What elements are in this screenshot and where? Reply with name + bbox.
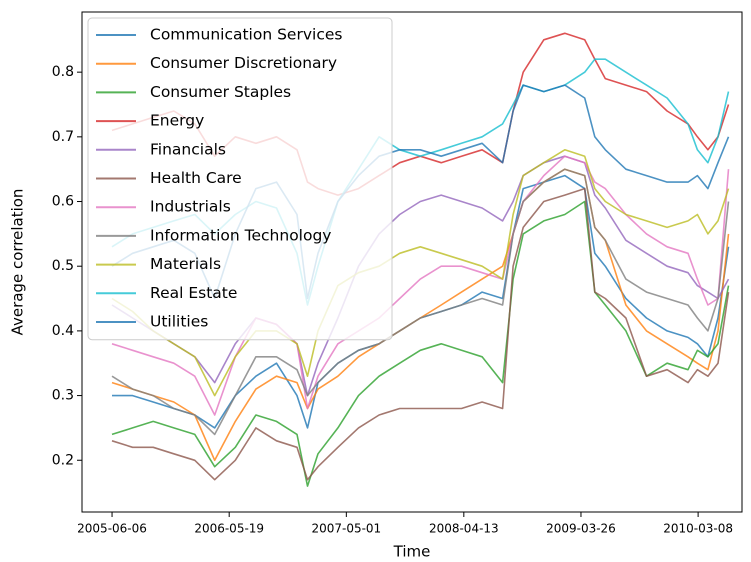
legend-label: Financials (150, 140, 226, 158)
legend-label: Real Estate (150, 284, 237, 302)
legend-box (87, 17, 393, 341)
legend-label: Information Technology (150, 226, 331, 244)
y-tick-label: 0.4 (52, 323, 74, 339)
y-axis-label: Average correlation (9, 189, 27, 336)
series-line (111, 155, 730, 416)
series-line (111, 200, 730, 487)
legend-label: Energy (150, 112, 204, 130)
x-axis-label: Time (393, 543, 431, 561)
x-tick-label: 2007-05-01 (311, 522, 381, 536)
legend-label: Health Care (150, 169, 242, 187)
y-tick-label: 0.2 (52, 452, 74, 468)
series-line (111, 187, 730, 481)
legend: Communication Services Consumer Discretio… (87, 17, 393, 341)
legend-label: Consumer Discretionary (150, 54, 337, 72)
series-line (111, 155, 730, 397)
x-tick-label: 2005-06-06 (77, 522, 147, 536)
series-line (111, 168, 730, 462)
legend-label: Industrials (150, 198, 231, 216)
x-tick-label: 2009-03-26 (546, 522, 616, 536)
y-tick-label: 0.8 (52, 64, 74, 80)
plot-frame (81, 11, 743, 513)
y-tick-label: 0.7 (52, 129, 74, 145)
legend-label: Communication Services (150, 26, 342, 44)
legend-label: Materials (150, 255, 221, 273)
y-tick-label: 0.3 (52, 388, 74, 404)
legend-label: Utilities (150, 313, 208, 331)
series-line (111, 168, 730, 436)
series-line (111, 149, 730, 397)
y-tick-label: 0.5 (52, 258, 74, 274)
x-tick-label: 2010-03-08 (663, 522, 733, 536)
x-tick-label: 2008-04-13 (429, 522, 499, 536)
legend-label: Consumer Staples (150, 83, 291, 101)
y-tick-label: 0.6 (52, 194, 74, 210)
x-tick-label: 2006-05-19 (194, 522, 264, 536)
